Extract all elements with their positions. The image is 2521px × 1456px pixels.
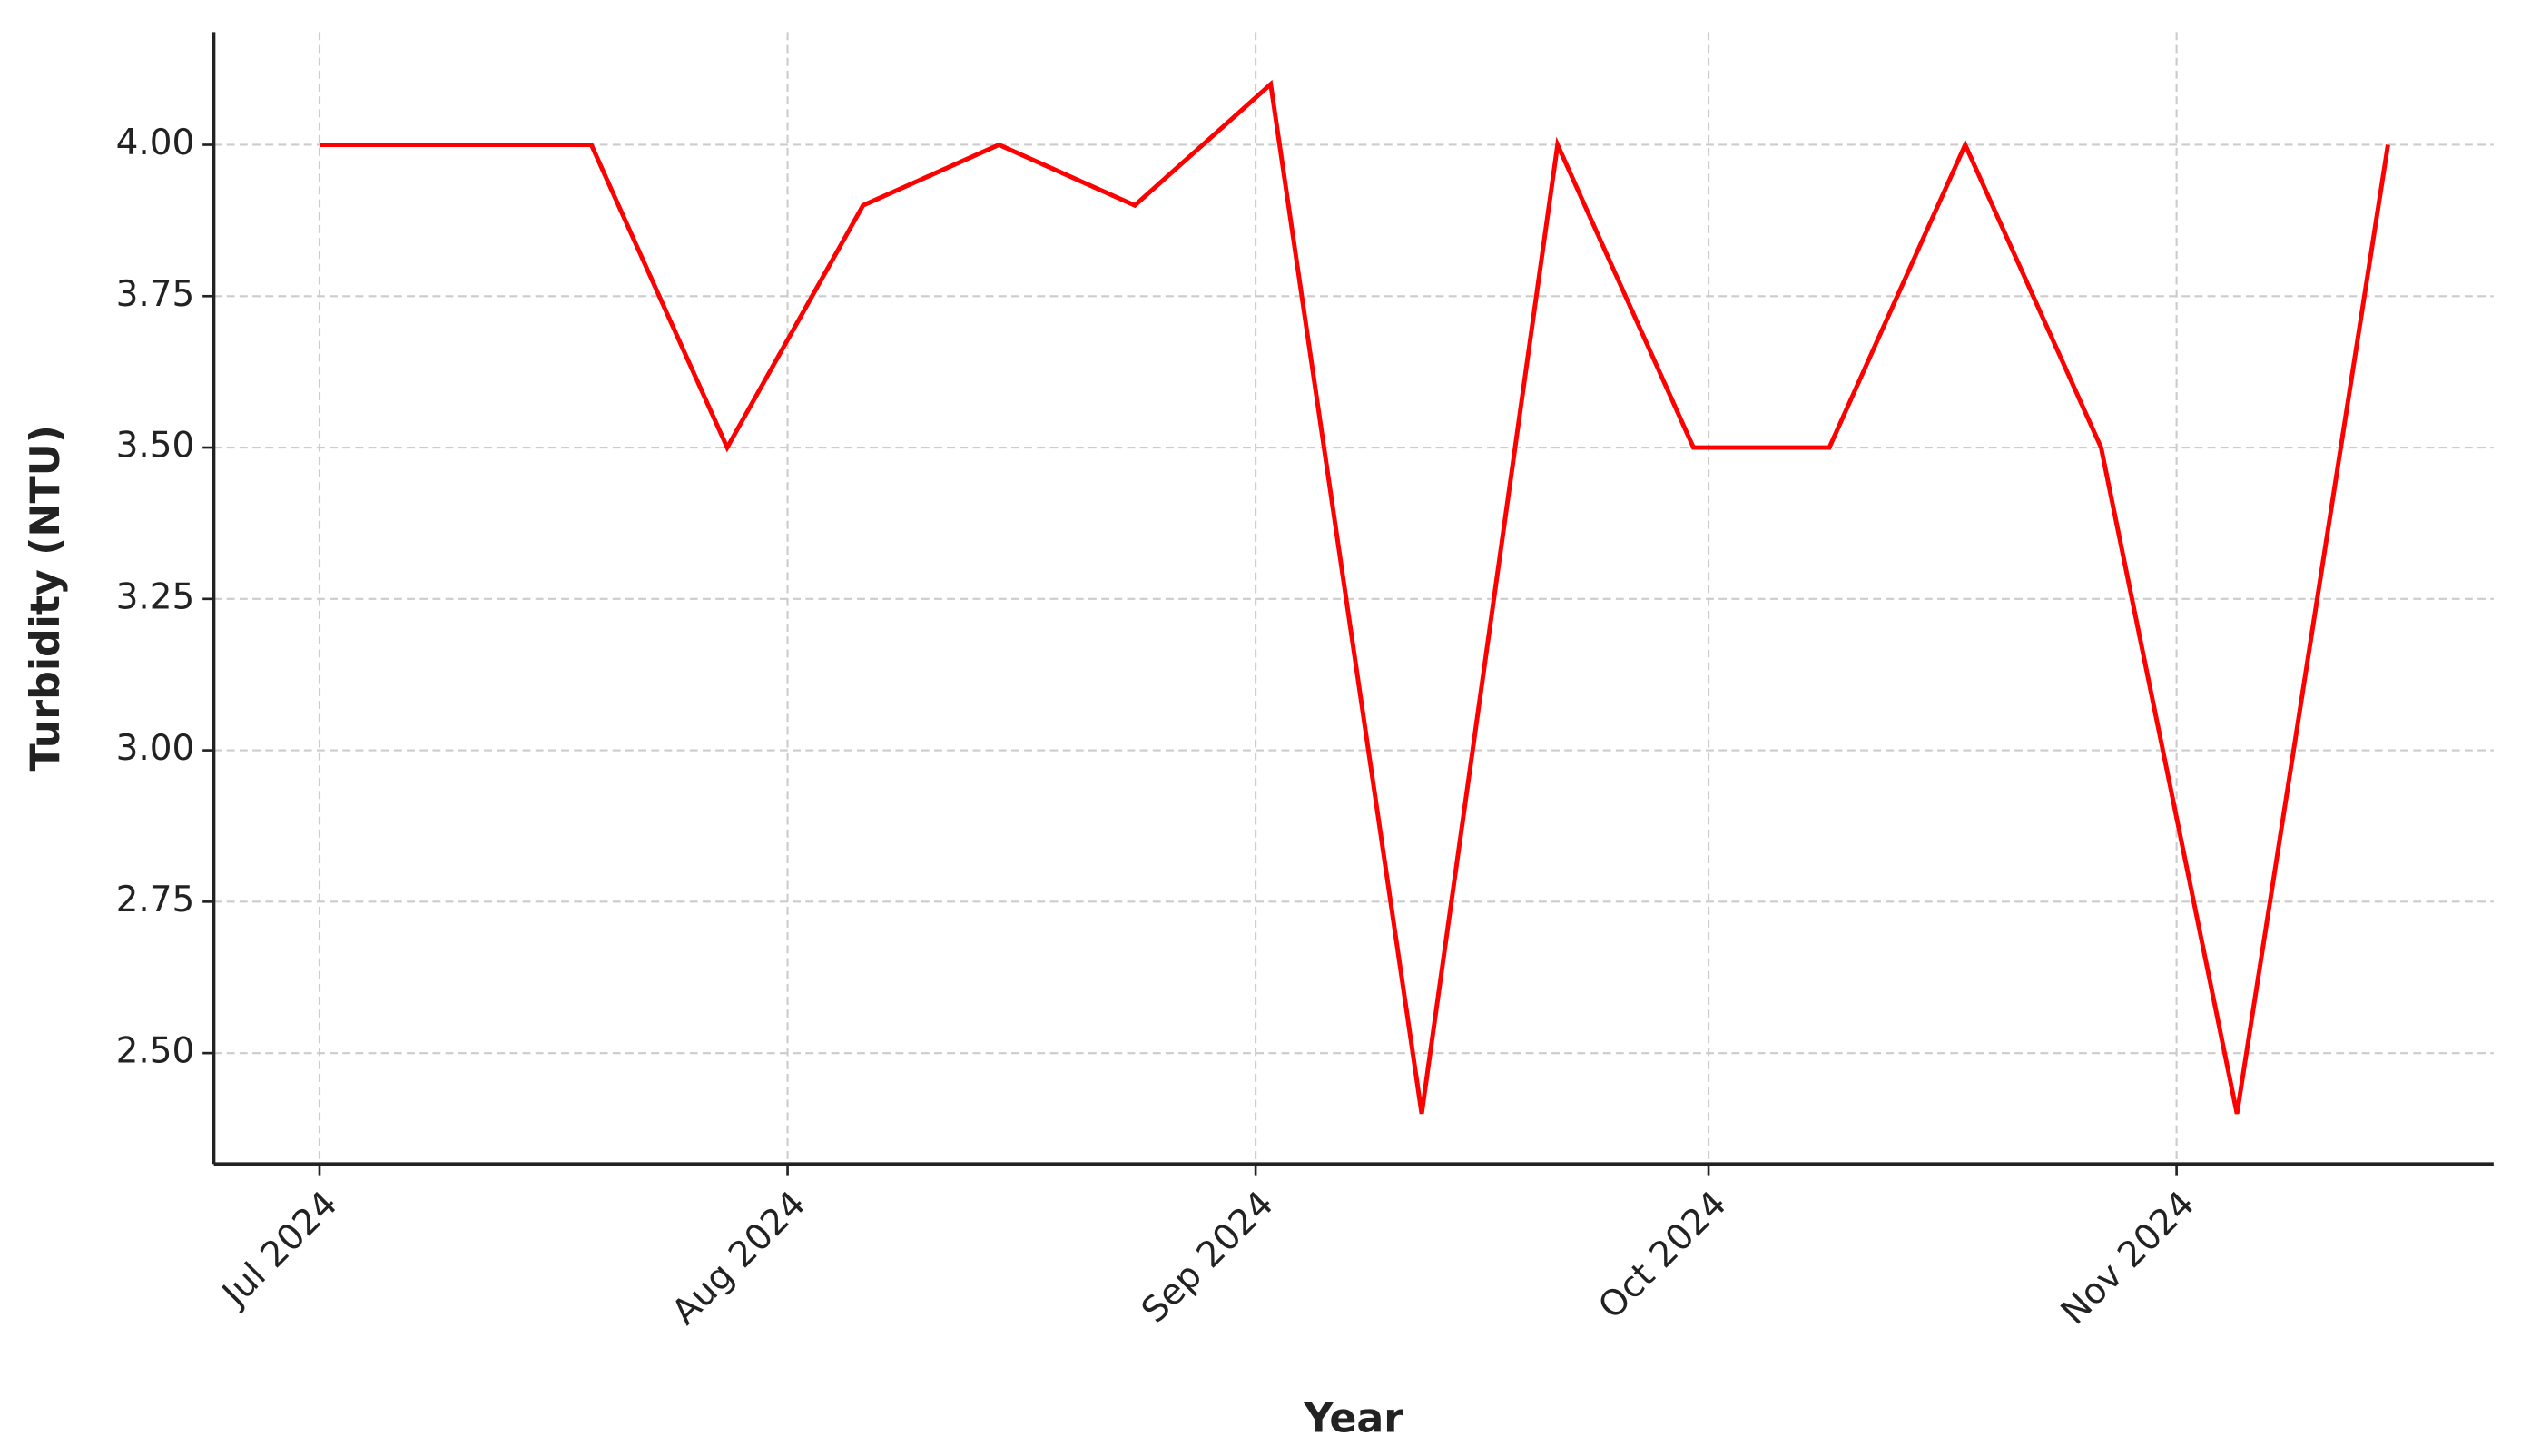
y-tick-label: 2.75 [116,880,195,920]
x-axis-title: Year [1303,1396,1403,1442]
x-tick-label: Nov 2024 [2053,1184,2202,1333]
y-tick-label: 2.50 [116,1031,195,1072]
x-tick-label: Aug 2024 [665,1184,813,1333]
data-line [319,79,2390,1115]
y-axis-title: Turbidity (NTU) [23,425,69,771]
y-tick-label: 3.75 [116,274,195,315]
x-tick-label: Oct 2024 [1590,1184,1734,1327]
x-tick-label: Jul 2024 [213,1184,346,1316]
y-tick-label: 4.00 [116,123,195,163]
y-tick-label: 3.25 [116,576,195,617]
y-tick-label: 3.50 [116,426,195,467]
x-tick-label: Sep 2024 [1134,1184,1282,1332]
y-tick-label: 3.00 [116,728,195,769]
